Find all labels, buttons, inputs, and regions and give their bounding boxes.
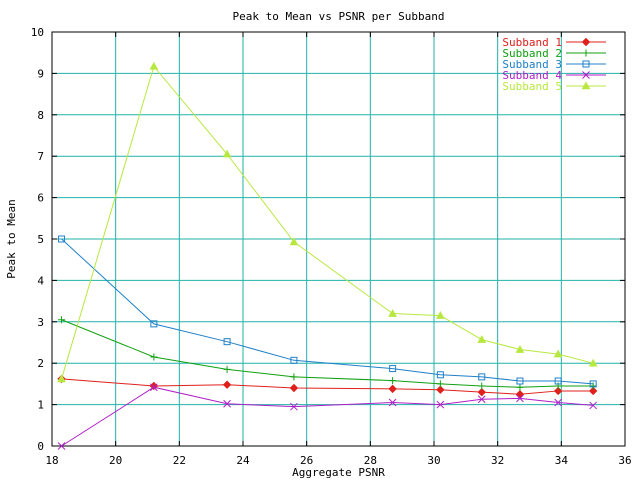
data-point xyxy=(589,380,597,388)
y-tick-label: 6 xyxy=(37,192,44,205)
legend-item: Subband 5 xyxy=(502,80,606,93)
data-point xyxy=(290,356,298,364)
data-point xyxy=(477,387,486,397)
y-tick-label: 2 xyxy=(37,357,44,370)
y-tick-label: 9 xyxy=(37,67,44,80)
data-point xyxy=(436,311,445,319)
data-point xyxy=(388,398,397,407)
x-tick-label: 36 xyxy=(618,454,631,467)
data-point xyxy=(150,353,158,361)
legend-item: Subband 2 xyxy=(502,47,606,60)
legend-item: Subband 3 xyxy=(502,58,606,71)
data-point xyxy=(389,365,397,373)
x-tick-label: 30 xyxy=(427,454,440,467)
data-point xyxy=(289,383,299,393)
data-point xyxy=(515,345,525,353)
y-tick-label: 3 xyxy=(37,316,44,329)
data-point xyxy=(478,382,486,390)
legend-label: Subband 1 xyxy=(502,36,562,49)
legend-item: Subband 1 xyxy=(502,36,606,49)
data-point xyxy=(222,149,232,158)
data-point xyxy=(57,374,66,383)
data-point xyxy=(554,398,563,407)
y-tick-label: 7 xyxy=(37,150,44,163)
series-3 xyxy=(58,235,597,388)
series-line xyxy=(61,378,594,395)
legend-label: Subband 3 xyxy=(502,58,562,71)
data-point xyxy=(290,402,298,411)
y-tick-label: 10 xyxy=(31,26,44,39)
data-point xyxy=(588,386,598,396)
series-line xyxy=(61,65,594,380)
series-2 xyxy=(58,316,597,391)
data-point xyxy=(478,373,486,381)
data-point xyxy=(389,377,397,385)
y-tick-label: 5 xyxy=(37,233,44,246)
data-point xyxy=(388,384,397,394)
series-line xyxy=(61,238,594,385)
data-point xyxy=(516,383,524,391)
x-tick-label: 26 xyxy=(300,454,313,467)
legend-marker xyxy=(582,60,590,68)
series-4 xyxy=(57,383,598,450)
y-tick-label: 1 xyxy=(37,399,44,412)
series-5 xyxy=(57,61,598,383)
chart-title: Peak to Mean vs PSNR per Subband xyxy=(233,10,445,23)
data-point xyxy=(553,349,563,358)
data-point xyxy=(223,399,231,408)
series-line xyxy=(61,386,594,447)
legend-item: Subband 4 xyxy=(502,69,606,82)
data-point xyxy=(436,385,445,394)
grid xyxy=(52,32,625,446)
data-point xyxy=(436,380,444,388)
data-point xyxy=(58,316,66,324)
data-point xyxy=(150,320,158,328)
data-point xyxy=(436,400,445,409)
data-point xyxy=(477,335,487,343)
x-tick-label: 32 xyxy=(491,454,504,467)
data-point xyxy=(554,377,562,385)
data-point xyxy=(149,61,159,70)
data-point xyxy=(150,383,158,392)
data-point xyxy=(436,371,444,379)
x-tick-label: 34 xyxy=(555,454,569,467)
x-tick-label: 20 xyxy=(109,454,122,467)
data-point xyxy=(388,308,397,317)
y-tick-label: 4 xyxy=(37,274,44,287)
data-point xyxy=(589,401,598,410)
x-tick-label: 24 xyxy=(236,454,250,467)
legend-marker xyxy=(582,49,590,57)
data-point xyxy=(223,338,231,346)
data-point xyxy=(477,395,486,404)
y-tick-label: 0 xyxy=(37,440,44,453)
data-point xyxy=(222,380,232,389)
data-point xyxy=(57,442,66,450)
data-point xyxy=(223,365,231,373)
y-tick-label: 8 xyxy=(37,109,44,122)
data-point xyxy=(588,358,598,367)
data-point xyxy=(516,394,524,403)
data-point xyxy=(515,390,525,399)
legend-label: Subband 2 xyxy=(502,47,562,60)
series-group xyxy=(57,61,598,450)
x-axis-label: Aggregate PSNR xyxy=(292,466,385,479)
x-tick-label: 22 xyxy=(173,454,186,467)
legend-marker xyxy=(581,37,591,47)
data-point xyxy=(289,237,299,246)
data-point xyxy=(553,386,563,396)
x-tick-label: 28 xyxy=(364,454,377,467)
legend-marker xyxy=(582,71,590,79)
series-line xyxy=(61,319,594,388)
legend-label: Subband 4 xyxy=(502,69,562,82)
data-point xyxy=(58,235,66,243)
x-tick-label: 18 xyxy=(45,454,58,467)
legend-marker xyxy=(581,81,591,90)
data-point xyxy=(516,377,524,385)
legend-label: Subband 5 xyxy=(502,80,562,93)
data-point xyxy=(290,373,298,381)
y-axis-label: Peak to Mean xyxy=(5,199,18,278)
